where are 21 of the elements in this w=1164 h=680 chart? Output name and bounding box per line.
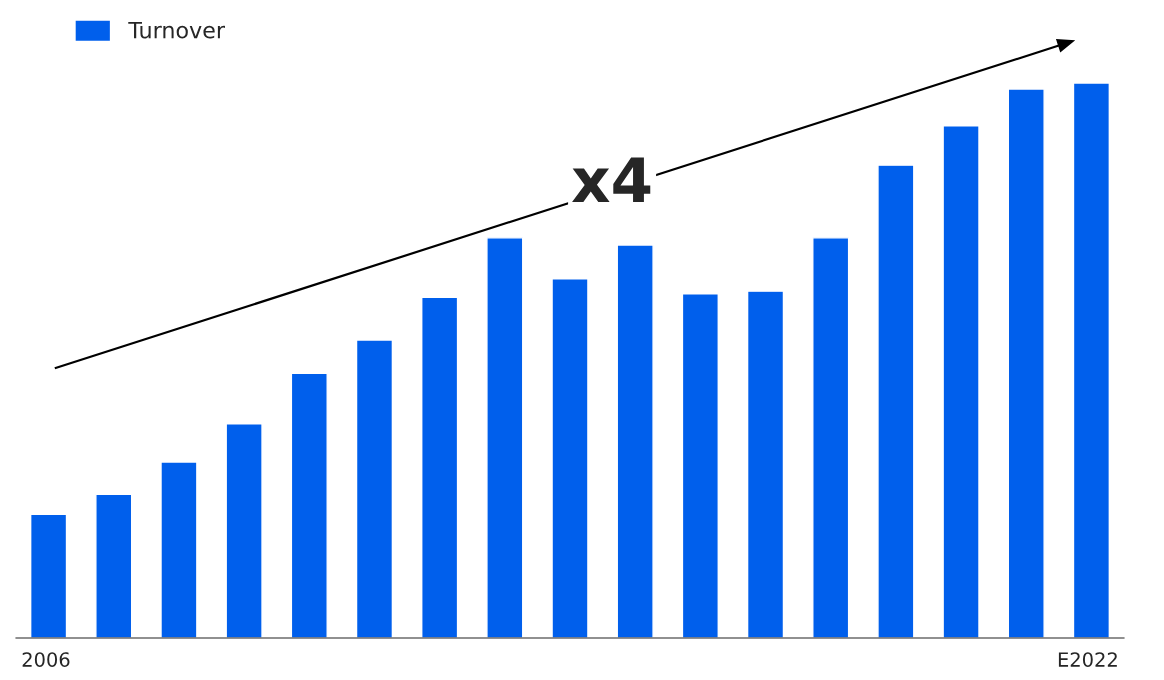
bar bbox=[812, 237, 850, 638]
bar bbox=[616, 244, 654, 638]
bar bbox=[746, 290, 785, 638]
legend-label: Turnover bbox=[128, 22, 226, 39]
bar bbox=[355, 339, 394, 638]
x-tick-label: E2022 bbox=[1058, 652, 1117, 667]
bar bbox=[1072, 83, 1111, 638]
bar bbox=[486, 237, 524, 638]
bar bbox=[877, 164, 915, 638]
bar bbox=[160, 461, 198, 638]
bar bbox=[1007, 88, 1045, 638]
bar bbox=[290, 372, 328, 638]
x-tick-label: 2006 bbox=[22, 652, 70, 667]
bar bbox=[225, 423, 263, 638]
bar bbox=[421, 296, 459, 638]
bar bbox=[29, 513, 68, 638]
bar bbox=[95, 493, 133, 638]
bar bbox=[551, 278, 589, 638]
bar bbox=[942, 125, 980, 638]
bar bbox=[681, 293, 719, 638]
annotation: x4 bbox=[572, 157, 651, 202]
